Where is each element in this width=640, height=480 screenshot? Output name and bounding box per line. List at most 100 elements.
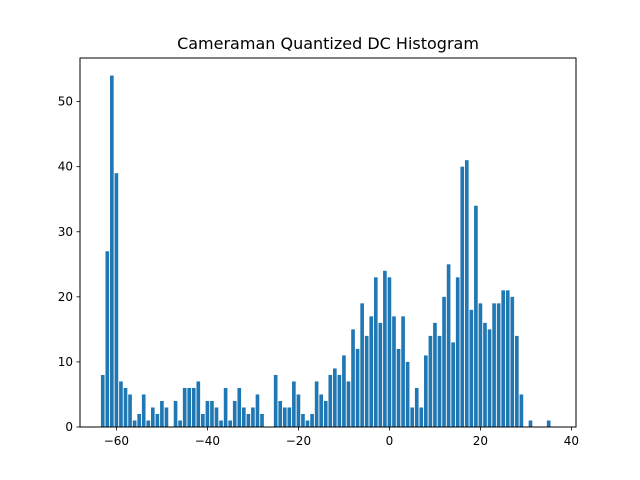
- histogram-bar: [451, 342, 455, 427]
- histogram-bar: [187, 387, 192, 427]
- histogram-bar: [424, 355, 428, 427]
- histogram-bar: [255, 394, 260, 427]
- histogram-bar: [414, 387, 419, 427]
- histogram-bar: [191, 387, 196, 427]
- histogram-bar: [237, 387, 242, 427]
- histogram-bar: [173, 400, 178, 427]
- histogram-bar: [496, 303, 501, 427]
- histogram-bar: [392, 316, 396, 427]
- plot-frame: [79, 57, 577, 428]
- histogram-bar: [110, 75, 114, 427]
- y-tick-label: 30: [58, 225, 73, 239]
- histogram-bar: [141, 394, 146, 427]
- histogram-bar: [182, 387, 187, 427]
- histogram-bar: [483, 322, 487, 427]
- histogram-bar: [492, 303, 496, 427]
- histogram-bar: [128, 394, 132, 427]
- histogram-bar: [251, 407, 255, 427]
- histogram-bar: [464, 160, 469, 428]
- histogram-bar: [100, 374, 105, 427]
- histogram-bar: [296, 394, 301, 427]
- histogram-bar: [278, 400, 283, 427]
- histogram-bar: [105, 251, 110, 427]
- histogram-bar: [323, 400, 328, 427]
- histogram-bar: [474, 205, 478, 427]
- histogram-bar: [282, 407, 287, 427]
- histogram-bar: [387, 277, 392, 427]
- x-tick-label: −60: [104, 434, 129, 448]
- histogram-bar: [428, 335, 433, 427]
- histogram-bar: [405, 361, 410, 427]
- histogram-bar: [301, 413, 305, 427]
- bars-group: [100, 75, 551, 428]
- histogram-bar: [487, 329, 492, 427]
- histogram-bar: [132, 420, 137, 427]
- histogram-bar: [401, 316, 405, 427]
- y-tick-label: 40: [58, 160, 73, 174]
- histogram-bar: [519, 394, 524, 427]
- histogram-bar: [146, 420, 151, 427]
- histogram-bar: [355, 348, 360, 427]
- histogram-bar: [260, 413, 264, 427]
- histogram-bar: [383, 270, 387, 427]
- y-tick-label: 50: [58, 95, 73, 109]
- histogram-bar: [410, 407, 414, 427]
- x-tick-label: −40: [195, 434, 220, 448]
- histogram-bar: [460, 166, 465, 427]
- histogram-bar: [310, 413, 314, 427]
- y-tick-label: 20: [58, 290, 73, 304]
- histogram-bar: [419, 407, 424, 427]
- histogram-bar: [178, 420, 182, 427]
- x-tick-label: −20: [286, 434, 311, 448]
- histogram-bar: [164, 407, 169, 427]
- histogram-bar: [214, 407, 219, 427]
- histogram-bar: [314, 381, 319, 427]
- chart-title: Cameraman Quantized DC Histogram: [177, 34, 479, 53]
- histogram-bar: [292, 381, 296, 427]
- histogram-bar: [373, 277, 378, 427]
- histogram-bar: [337, 374, 342, 427]
- histogram-bar: [546, 420, 551, 427]
- histogram-bar: [273, 374, 278, 427]
- histogram-bar: [469, 309, 474, 427]
- histogram-bar: [369, 316, 374, 427]
- histogram-bar: [160, 400, 164, 427]
- y-axis-ticks: 0 10 20 30 40 50: [58, 95, 80, 434]
- histogram-bar: [210, 400, 214, 427]
- histogram-bar: [150, 407, 155, 427]
- histogram-bar: [446, 264, 451, 427]
- histogram-bar: [201, 413, 205, 427]
- histogram-bar: [478, 303, 483, 427]
- histogram-bar: [510, 296, 515, 427]
- histogram-bar: [246, 413, 251, 427]
- histogram-bar: [223, 387, 228, 427]
- histogram-bar: [501, 290, 506, 427]
- histogram-bar: [196, 381, 201, 427]
- histogram-bar: [442, 296, 446, 427]
- histogram-bar: [360, 303, 364, 427]
- histogram-bar: [287, 407, 292, 427]
- histogram-bar: [205, 400, 210, 427]
- histogram-bar: [515, 335, 519, 427]
- histogram-bar: [328, 374, 333, 427]
- x-tick-label: 0: [386, 434, 394, 448]
- histogram-bar: [114, 173, 119, 427]
- histogram-bar: [137, 413, 141, 427]
- histogram-bar: [228, 420, 232, 427]
- histogram-bar: [305, 420, 310, 427]
- histogram-bar: [123, 387, 128, 427]
- histogram-bar: [219, 420, 223, 427]
- histogram-bar: [232, 400, 237, 427]
- y-tick-label: 10: [58, 355, 73, 369]
- histogram-bar: [396, 348, 401, 427]
- histogram-bar: [528, 420, 533, 427]
- histogram-bar: [437, 335, 442, 427]
- x-tick-label: 40: [564, 434, 579, 448]
- histogram-bar: [342, 355, 346, 427]
- histogram-bar: [455, 277, 460, 427]
- histogram-bar: [378, 322, 383, 427]
- x-tick-label: 20: [473, 434, 488, 448]
- x-axis-ticks: −60 −40 −20 0 20 40: [104, 427, 579, 448]
- histogram-bar: [242, 407, 246, 427]
